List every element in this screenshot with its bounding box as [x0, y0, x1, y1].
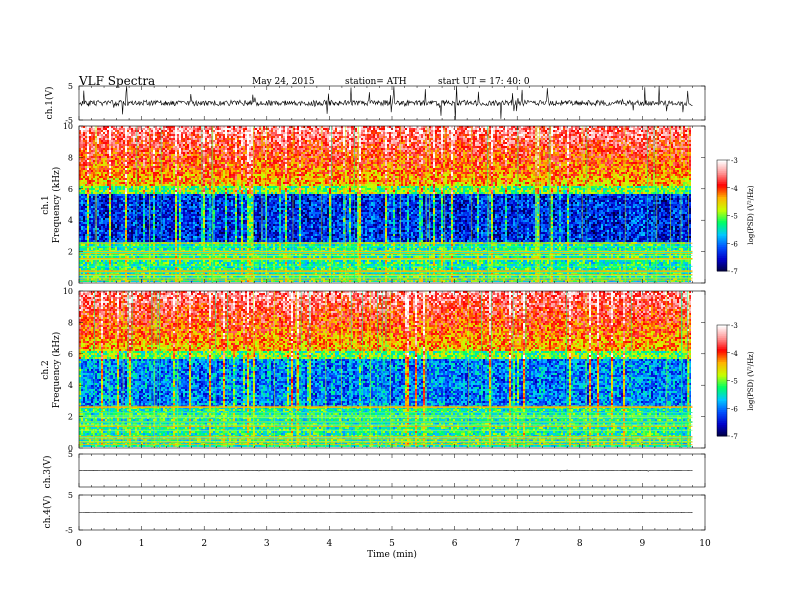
y-tick-label: 5	[68, 82, 73, 91]
ch2-frequency-label: Frequency (kHz)	[51, 332, 62, 409]
y-tick-label: 8	[68, 153, 73, 162]
x-tick-label: 2	[201, 539, 207, 549]
colorbar-tick-label: -6	[731, 240, 738, 248]
colorbar-tick-label: -4	[731, 185, 738, 193]
colorbar-ch2-label: log(PSD) (V²/Hz)	[747, 351, 755, 410]
y-tick-label: 2	[68, 248, 73, 257]
y-tick-label: 10	[63, 122, 73, 131]
y-tick-label: 4	[68, 216, 73, 225]
ch1-voltage-label: ch.1(V)	[44, 87, 55, 120]
waveform-trace	[78, 469, 693, 472]
ch3-voltage-label: ch.3(V)	[42, 456, 53, 489]
waveform-trace	[78, 85, 693, 120]
colorbar-tick-label: -6	[731, 405, 738, 413]
y-tick-label: -5	[65, 526, 73, 535]
y-tick-label: 0	[68, 279, 73, 288]
ch2-spectrogram	[79, 291, 693, 448]
ch1-channel-label: ch.1	[41, 195, 51, 214]
y-tick-label: -5	[65, 116, 73, 125]
colorbar-ch1-label: log(PSD) (V²/Hz)	[747, 185, 755, 244]
colorbar-ch2: -3 -4 -5 -6 -7	[716, 322, 738, 441]
colorbar-tick-label: -7	[731, 433, 738, 441]
colorbar-tick-label: -4	[731, 350, 738, 358]
x-tick-label: 5	[389, 539, 395, 549]
x-tick-label: 8	[577, 539, 583, 549]
y-tick-label: 6	[68, 185, 73, 194]
date-label: May 24, 2015	[252, 77, 315, 87]
y-tick-label: 5	[68, 491, 73, 500]
y-tick-label: 4	[68, 381, 73, 390]
ch4-voltage-label: ch.4(V)	[42, 496, 53, 529]
x-tick-label: 1	[139, 539, 145, 549]
ch2-channel-label: ch.2	[41, 360, 51, 379]
colorbar-ch1: -3 -4 -5 -6 -7	[716, 157, 738, 276]
x-tick-label: 10	[699, 539, 711, 549]
x-tick-label: 4	[327, 539, 333, 549]
y-tick-label: 2	[68, 413, 73, 422]
ch3-waveform	[78, 469, 693, 472]
y-tick-label: 10	[63, 287, 73, 296]
start-time-label: start UT = 17: 40: 0	[438, 77, 530, 87]
ch1-frequency-label: Frequency (kHz)	[51, 167, 62, 244]
x-tick-label: 6	[452, 539, 458, 549]
x-tick-label: 7	[514, 539, 520, 549]
y-tick-label: 8	[68, 318, 73, 327]
y-tick-label: 6	[68, 350, 73, 359]
ch1-spectrogram	[79, 126, 693, 283]
x-tick-label: 0	[76, 539, 82, 549]
colorbar-tick-label: -7	[731, 268, 738, 276]
colorbar-tick-label: -5	[731, 213, 738, 221]
x-tick-label: 9	[640, 539, 646, 549]
x-axis-title: Time (min)	[367, 549, 417, 560]
ch1-waveform	[78, 85, 693, 120]
colorbar-tick-label: -3	[731, 157, 738, 165]
y-tick-label: 5	[68, 450, 73, 459]
figure-title: VLF Spectra	[78, 74, 155, 88]
x-tick-label: 3	[264, 539, 270, 549]
colorbar-tick-label: -3	[731, 322, 738, 330]
y-tick-label: 0	[68, 444, 73, 453]
colorbar-tick-label: -5	[731, 378, 738, 386]
station-label: station= ATH	[345, 77, 407, 87]
